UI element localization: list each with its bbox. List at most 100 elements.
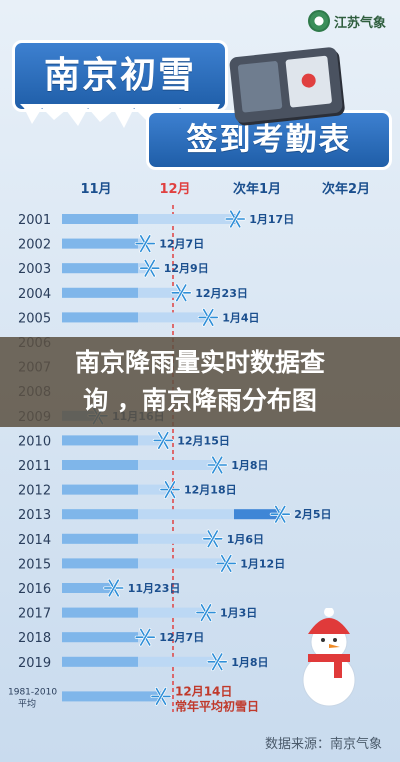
bar-track — [62, 214, 236, 224]
year-label: 2014 — [18, 533, 51, 548]
date-label: 12月7日 — [159, 631, 204, 644]
snowflake-arm-inner — [229, 210, 241, 228]
date-label: 12月9日 — [164, 262, 209, 275]
snowflake-icon — [134, 234, 156, 253]
date-label: 1月4日 — [222, 311, 259, 324]
date-label: 12月18日 — [184, 484, 237, 497]
logo-text: 江苏气象 — [333, 15, 386, 31]
snowflake-arm-inner — [164, 481, 176, 499]
snowflake-icon — [159, 480, 181, 499]
bar — [62, 484, 138, 495]
column-header: 次年2月 — [322, 181, 370, 197]
snowflake-arm-inner — [220, 554, 232, 572]
bar-track — [62, 460, 218, 470]
date-label: 12月23日 — [195, 287, 248, 300]
bar — [62, 287, 138, 298]
bar — [62, 460, 138, 470]
bar-track — [62, 558, 227, 569]
snowflake-arm-inner — [274, 505, 286, 523]
date-label: 1月6日 — [227, 533, 264, 546]
snowflake-arm-inner — [139, 628, 151, 646]
column-header: 11月 — [80, 182, 111, 197]
year-label: 2011 — [18, 459, 51, 474]
bar — [62, 583, 114, 593]
year-label: 2001 — [18, 213, 51, 228]
snowflake-arm-inner — [108, 579, 120, 597]
snowflake-arm-inner — [211, 456, 223, 474]
snowflake-icon — [134, 627, 156, 647]
snowflake-arm-inner — [202, 308, 214, 326]
average-date-label: 12月14日 — [175, 684, 232, 698]
snowflake-icon — [197, 308, 219, 327]
overlay-banner: 南京降雨量实时数据查 询 ，南京降雨分布图 — [0, 337, 400, 427]
snowflake-arm-inner — [144, 259, 156, 277]
average-snowflake-icon — [150, 687, 172, 706]
snowflake-icon — [269, 504, 291, 524]
snowflake-arm-inner — [175, 284, 187, 302]
date-label: 1月8日 — [231, 656, 268, 669]
bar — [62, 214, 138, 224]
jiangsu-weather-logo: 江苏气象 — [307, 10, 386, 32]
year-label: 2015 — [18, 557, 51, 572]
snowman-icon — [294, 607, 364, 708]
bar — [62, 509, 138, 520]
bar — [62, 558, 138, 569]
average-year-label: 1981-2010 — [8, 687, 57, 697]
average-bar — [62, 691, 161, 702]
snowflake-arm-inner — [139, 235, 151, 253]
year-label: 2017 — [18, 607, 51, 622]
snowflake-icon — [202, 529, 224, 549]
bar — [62, 435, 138, 446]
snowflake-arm-inner — [211, 653, 223, 671]
bar — [62, 632, 138, 643]
column-header: 12月 — [159, 182, 190, 197]
year-label: 2002 — [18, 238, 51, 253]
snowflake-icon — [224, 209, 246, 229]
bar — [62, 263, 138, 274]
average-sublabel: 平均 — [18, 697, 36, 709]
bar-highlight — [234, 509, 281, 520]
column-header: 次年1月 — [233, 181, 281, 197]
snowflake-icon — [139, 258, 161, 278]
date-label: 2月5日 — [294, 508, 331, 521]
bar-track — [62, 509, 281, 520]
weather-logo-icon — [307, 10, 330, 32]
year-label: 2003 — [18, 262, 51, 277]
date-label: 12月7日 — [159, 238, 204, 251]
snowflake-arm-inner — [207, 530, 219, 548]
bar — [62, 312, 138, 323]
year-label: 2005 — [18, 311, 51, 326]
year-label: 2016 — [18, 582, 51, 597]
snowflake-icon — [206, 652, 228, 672]
date-label: 11月23日 — [128, 582, 181, 595]
snowflake-icon — [170, 283, 192, 303]
year-label: 2018 — [18, 631, 51, 646]
date-label: 1月8日 — [231, 459, 268, 472]
snowflake-arm-inner — [155, 687, 167, 705]
bar-track — [62, 656, 218, 667]
snowflake-icon — [215, 554, 237, 573]
year-label: 2019 — [18, 656, 51, 671]
average-note: 常年平均初雪日 — [175, 698, 259, 713]
date-label: 1月12日 — [240, 557, 285, 570]
bar — [62, 656, 138, 667]
snowflake-icon — [195, 603, 217, 622]
year-label: 2012 — [18, 484, 51, 499]
year-label: 2004 — [18, 287, 51, 302]
data-source: 数据来源：南京气象 — [264, 737, 382, 752]
banner-line1: 南京降雨量实时数据查 — [74, 348, 325, 377]
snowflake-arm-inner — [157, 431, 169, 449]
date-label: 12月15日 — [177, 434, 230, 447]
snowflake-arm-inner — [200, 604, 212, 622]
snowflake-icon — [103, 578, 125, 598]
year-label: 2010 — [18, 434, 51, 449]
bar — [62, 533, 138, 544]
year-label: 2013 — [18, 508, 51, 523]
snowflake-icon — [152, 431, 174, 450]
date-label: 1月17日 — [249, 213, 294, 226]
snowflake-icon — [206, 455, 228, 475]
bar — [62, 607, 138, 618]
date-label: 1月3日 — [220, 607, 257, 620]
